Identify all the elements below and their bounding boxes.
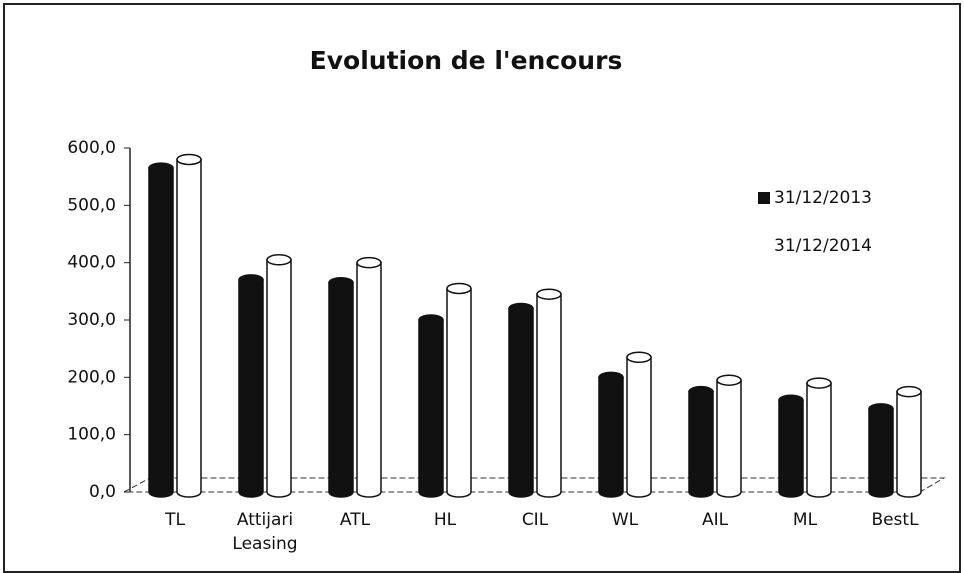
cylinder-body — [896, 390, 922, 498]
cylinder-body — [238, 279, 264, 498]
bar — [868, 403, 894, 498]
y-tick-label: 400,0 — [67, 253, 116, 273]
bar — [446, 282, 472, 498]
bar — [356, 256, 382, 498]
bar — [176, 153, 202, 498]
cylinder-body — [356, 261, 382, 498]
cylinder-body — [148, 167, 174, 498]
cylinder-body — [626, 356, 652, 498]
y-tick-label: 0,0 — [89, 482, 116, 502]
cylinder-top — [148, 162, 174, 174]
x-tick-label: WL — [611, 510, 639, 530]
bar — [716, 374, 742, 498]
x-tick-label: AIL — [701, 510, 729, 530]
y-tick-label: 100,0 — [67, 425, 116, 445]
bar — [418, 314, 444, 498]
cylinder-top — [626, 351, 652, 364]
cylinder-top — [356, 256, 382, 269]
cylinder-body — [688, 390, 714, 498]
legend-swatch — [758, 192, 770, 204]
y-tick-label: 200,0 — [67, 367, 116, 387]
bar — [508, 302, 534, 498]
legend-label: 31/12/2014 — [774, 236, 872, 256]
cylinder-top — [716, 374, 742, 386]
cylinder-top — [418, 314, 444, 326]
x-tick-label: ML — [792, 510, 818, 530]
cylinder-top — [868, 403, 894, 415]
y-tick-label: 600,0 — [67, 138, 116, 158]
chart-border — [3, 3, 961, 573]
legend-swatch — [758, 240, 770, 252]
bar — [238, 274, 264, 498]
bar — [328, 276, 354, 498]
y-tick-label: 500,0 — [67, 195, 116, 215]
x-tick-label: TL — [165, 510, 185, 530]
cylinder-body — [598, 376, 624, 498]
y-tick-label: 300,0 — [67, 310, 116, 330]
cylinder-body — [536, 293, 562, 498]
x-tick-label: Attijari Leasing — [232, 510, 298, 554]
cylinder-body — [446, 287, 472, 498]
bar — [896, 385, 922, 498]
cylinder-top — [266, 254, 292, 266]
cylinder-top — [328, 276, 354, 289]
cylinder-top — [508, 302, 534, 315]
bar — [266, 254, 292, 498]
cylinder-top — [238, 274, 264, 286]
cylinder-top — [446, 282, 472, 295]
bar — [778, 394, 804, 498]
cylinder-top — [598, 371, 624, 384]
cylinder-top — [536, 288, 562, 300]
x-tick-label: ATL — [339, 510, 371, 530]
x-tick-label: HL — [433, 510, 457, 530]
cylinder-top — [688, 385, 714, 398]
cylinder-top — [778, 394, 804, 407]
cylinder-top — [176, 153, 202, 166]
cylinder-body — [778, 399, 804, 498]
bar — [148, 162, 174, 498]
cylinder-body — [868, 408, 894, 498]
chart-title: Evolution de l'encours — [310, 46, 623, 75]
floor — [123, 477, 946, 493]
cylinder-body — [176, 158, 202, 498]
bar — [806, 377, 832, 498]
cylinder-top — [806, 377, 832, 389]
x-tick-label: CIL — [521, 510, 549, 530]
cylinder-body — [806, 382, 832, 498]
bar — [536, 288, 562, 498]
bar — [688, 385, 714, 498]
cylinder-body — [266, 259, 292, 498]
bar — [626, 351, 652, 498]
cylinder-body — [328, 281, 354, 498]
cylinder-body — [508, 307, 534, 498]
cylinder-body — [418, 319, 444, 498]
legend-label: 31/12/2013 — [774, 188, 872, 208]
bar — [598, 371, 624, 498]
cylinder-body — [716, 379, 742, 498]
cylinder-top — [896, 385, 922, 398]
x-tick-label: BestL — [871, 510, 919, 530]
